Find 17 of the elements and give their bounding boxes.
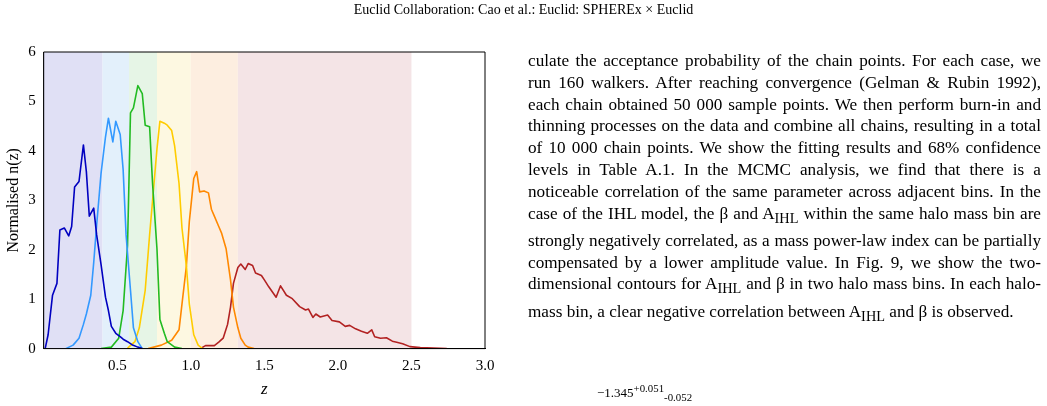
x-tick-label: 1.0 bbox=[181, 356, 201, 373]
x-tick-label: 2.0 bbox=[328, 356, 348, 373]
y-tick-label: 2 bbox=[28, 240, 36, 257]
x-axis-title: z bbox=[260, 379, 269, 399]
y-tick-label: 4 bbox=[28, 141, 37, 158]
y-tick-label: 5 bbox=[28, 92, 36, 109]
x-tick-label: 3.0 bbox=[475, 356, 495, 373]
text: culate the acceptance probability of the chain points. For each case, we run 160 walkers. After reaching convergence (Gelman & Rubin 1992), each chain obtained 50 000 sample points. We then perform burn-in and thinning processes on the data and combine all chains, resulting in a total of 10 000 chain points. We show the fitting results and 68% confidence levels in Table A.1. In the MCMC analysis, we find that there is a noticeable correlation of the same parameter across adjacent bins. In the case of the IHL model, the β and A$_{IHL}$ within the same halo mass bin are strongly negatively correlated, as a mass power-law index can be partially compensated by a lower amplitude value. In Fig. 9, we show the two-dimensional contours for A$_{IHL}$ and β in two halo mass bins. In each halo-mass bin, a clear negative correlation between A$_{IHL}$ and β is observed. bbox=[528, 51, 1041, 325]
y-axis-title: Normalised n(z) bbox=[3, 148, 22, 253]
y-tick-label: 0 bbox=[28, 339, 36, 356]
y-tick-label: 6 bbox=[28, 42, 37, 59]
y-tick-label: 1 bbox=[28, 290, 36, 307]
text: Euclid Collaboration: Cao et al.: Euclid: SPHEREx × Euclid bbox=[352, 2, 695, 18]
x-tick-label: 1.5 bbox=[254, 356, 274, 373]
x-tick-label: 2.5 bbox=[402, 356, 421, 373]
y-tick-label: 3 bbox=[28, 191, 36, 208]
x-tick-label: 0.5 bbox=[107, 356, 127, 373]
